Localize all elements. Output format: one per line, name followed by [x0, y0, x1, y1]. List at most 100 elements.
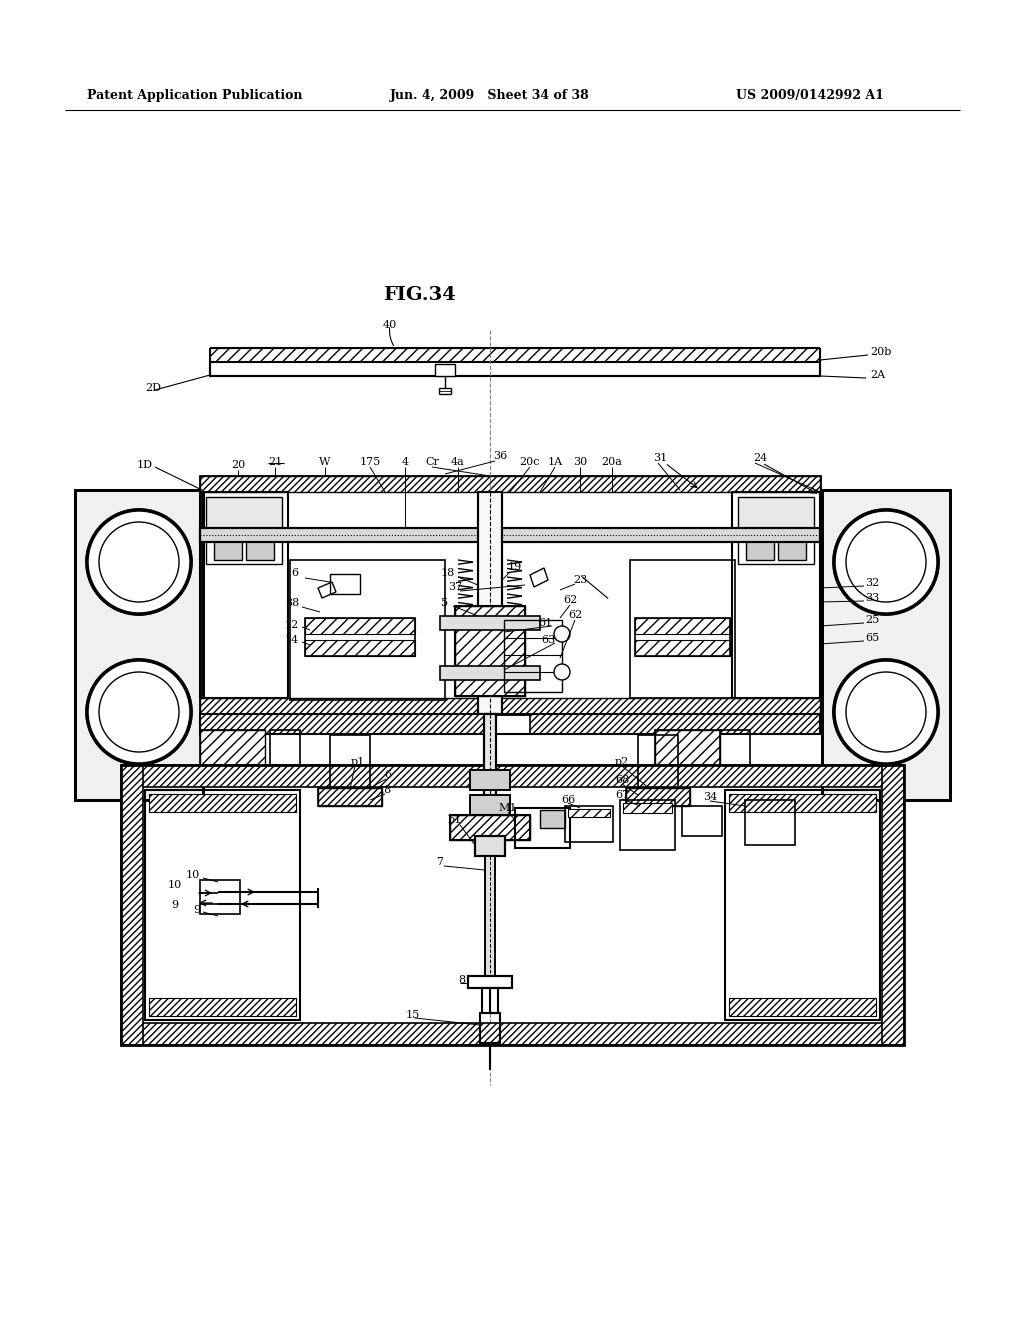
Text: 18: 18: [378, 785, 392, 795]
Text: 21: 21: [268, 457, 283, 467]
Bar: [121, 766, 904, 787]
Text: 31: 31: [653, 453, 667, 463]
Text: 2A: 2A: [870, 370, 885, 380]
Text: 7: 7: [436, 857, 443, 867]
Text: 4a: 4a: [452, 457, 465, 467]
Bar: [626, 788, 690, 807]
Text: 61: 61: [538, 618, 552, 628]
Polygon shape: [318, 582, 336, 598]
Text: 18: 18: [441, 568, 455, 578]
Bar: [480, 1012, 500, 1043]
Bar: [330, 735, 370, 789]
Bar: [440, 616, 540, 630]
Text: 4: 4: [401, 457, 409, 467]
Text: 1D: 1D: [137, 459, 153, 470]
Text: b1: b1: [447, 814, 462, 825]
Bar: [145, 789, 300, 1020]
Text: 30: 30: [572, 457, 587, 467]
Text: 66: 66: [561, 795, 575, 805]
Bar: [450, 814, 530, 840]
Text: 63: 63: [541, 635, 555, 645]
Bar: [200, 528, 820, 543]
Bar: [620, 800, 675, 850]
Bar: [75, 490, 203, 800]
Text: 8: 8: [459, 975, 466, 985]
Bar: [565, 807, 613, 842]
Text: 32: 32: [865, 578, 880, 587]
Bar: [738, 498, 814, 532]
Text: 15: 15: [406, 1010, 420, 1020]
Bar: [470, 770, 510, 789]
Text: 175: 175: [359, 457, 381, 467]
Bar: [882, 766, 904, 1045]
Text: 9: 9: [193, 906, 200, 915]
Bar: [200, 714, 490, 734]
Bar: [318, 788, 382, 807]
Bar: [200, 528, 820, 543]
Bar: [638, 735, 678, 789]
Bar: [305, 618, 415, 634]
Text: 1A: 1A: [548, 457, 562, 467]
Bar: [75, 490, 203, 800]
Text: 67: 67: [615, 789, 629, 800]
Bar: [200, 477, 820, 492]
Bar: [121, 1023, 904, 1045]
Circle shape: [554, 626, 570, 642]
Circle shape: [87, 510, 191, 614]
Bar: [655, 730, 720, 766]
Bar: [515, 808, 570, 847]
Text: 37: 37: [447, 582, 462, 591]
Bar: [470, 770, 510, 789]
Circle shape: [834, 510, 938, 614]
Bar: [682, 807, 722, 836]
Bar: [725, 789, 880, 1020]
Bar: [504, 620, 562, 692]
Bar: [206, 535, 282, 564]
Bar: [729, 795, 876, 812]
Bar: [484, 714, 496, 834]
Circle shape: [554, 664, 570, 680]
Bar: [121, 766, 904, 1045]
Text: Jun. 4, 2009   Sheet 34 of 38: Jun. 4, 2009 Sheet 34 of 38: [390, 88, 590, 102]
Polygon shape: [530, 568, 548, 587]
Bar: [305, 640, 415, 656]
Bar: [450, 814, 530, 840]
Circle shape: [846, 672, 926, 752]
Bar: [305, 618, 415, 656]
Bar: [822, 490, 950, 800]
Circle shape: [87, 510, 191, 614]
Bar: [200, 477, 820, 714]
Text: 34: 34: [702, 792, 717, 803]
Bar: [206, 498, 282, 532]
Bar: [484, 714, 496, 834]
Text: 40: 40: [383, 319, 397, 330]
Text: 68: 68: [614, 775, 629, 785]
Bar: [720, 730, 750, 766]
Bar: [478, 492, 502, 714]
Bar: [468, 975, 512, 987]
Text: Cr: Cr: [425, 457, 439, 467]
Bar: [200, 730, 265, 766]
Text: 38: 38: [285, 598, 299, 609]
Bar: [746, 539, 774, 560]
Bar: [318, 788, 382, 807]
Bar: [468, 975, 512, 987]
Text: 19: 19: [508, 562, 522, 572]
Text: Patent Application Publication: Patent Application Publication: [87, 88, 303, 102]
Circle shape: [834, 660, 938, 764]
Bar: [778, 539, 806, 560]
Bar: [200, 492, 288, 698]
Bar: [150, 998, 296, 1016]
Bar: [246, 539, 274, 560]
Text: FIG.34: FIG.34: [384, 286, 457, 304]
Text: 14: 14: [285, 635, 299, 645]
Bar: [623, 803, 672, 813]
Bar: [200, 714, 820, 734]
Bar: [210, 348, 820, 362]
Bar: [290, 560, 445, 700]
Bar: [485, 855, 495, 986]
Circle shape: [846, 521, 926, 602]
Bar: [435, 364, 455, 376]
Text: 20c: 20c: [520, 457, 541, 467]
Text: 23: 23: [572, 576, 587, 585]
